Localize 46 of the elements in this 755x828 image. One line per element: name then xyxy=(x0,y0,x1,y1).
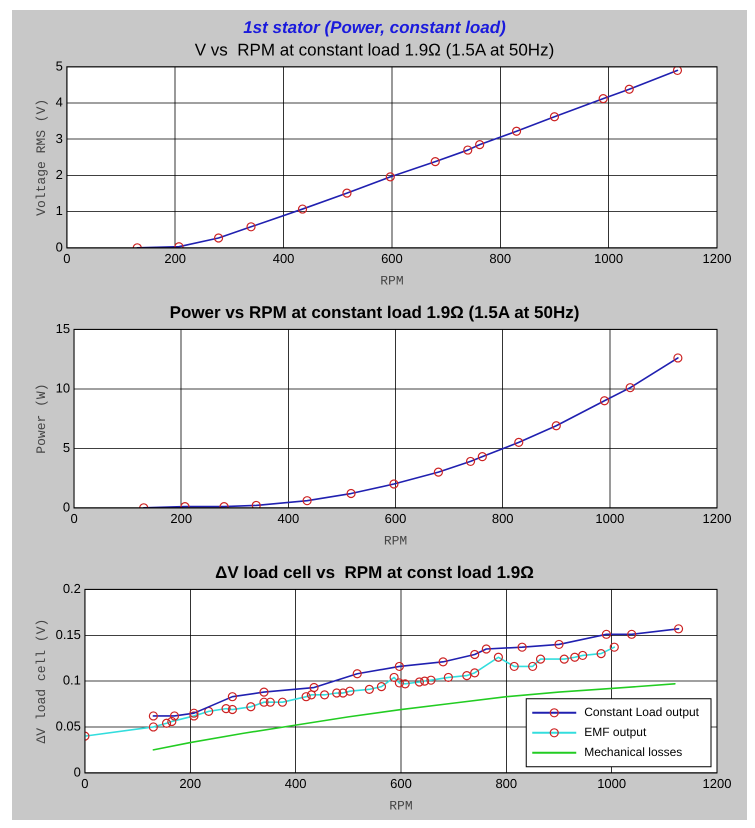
y-tick-label: 0 xyxy=(62,499,70,514)
x-tick-label: 400 xyxy=(272,251,294,266)
y-tick-label: 2 xyxy=(56,166,63,182)
legend-label: Mechanical losses xyxy=(584,745,682,760)
x-axis-title: RPM xyxy=(380,274,404,289)
chart-subtitle: V vs RPM at constant load 1.9Ω (1.5A at 50Hz) xyxy=(194,40,554,60)
x-tick-label: 600 xyxy=(384,511,406,526)
chart-title: Power vs RPM at constant load 1.9Ω (1.5A at 50Hz) xyxy=(170,302,580,322)
x-axis-title: RPM xyxy=(384,534,408,549)
legend-label: Constant Load output xyxy=(584,705,700,720)
y-tick-label: 5 xyxy=(62,440,70,455)
x-tick-label: 400 xyxy=(278,511,300,526)
x-tick-label: 1000 xyxy=(597,776,626,792)
y-tick-label: 0 xyxy=(56,239,63,254)
x-tick-label: 800 xyxy=(495,776,518,792)
y-tick-label: 1 xyxy=(56,203,63,218)
x-tick-label: 1000 xyxy=(594,251,624,266)
x-tick-label: 800 xyxy=(489,251,512,266)
y-tick-label: 0.2 xyxy=(62,580,81,596)
x-tick-label: 1200 xyxy=(702,511,732,526)
y-tick-label: 0.1 xyxy=(62,672,81,688)
legend-label: EMF output xyxy=(584,725,647,740)
x-tick-label: 800 xyxy=(492,511,514,526)
x-tick-label: 600 xyxy=(390,776,412,792)
y-tick-label: 0 xyxy=(74,764,81,780)
y-axis-title: Power (W) xyxy=(34,383,50,454)
y-axis-title: Voltage RMS (V) xyxy=(34,98,50,216)
x-tick-label: 1200 xyxy=(702,251,732,266)
x-tick-label: 1200 xyxy=(702,776,732,792)
y-tick-label: 5 xyxy=(56,58,63,74)
x-tick-label: 400 xyxy=(284,776,306,792)
x-tick-label: 200 xyxy=(164,251,186,266)
x-axis-title: RPM xyxy=(389,798,413,814)
y-tick-label: 0.05 xyxy=(56,718,81,734)
x-tick-label: 600 xyxy=(381,251,403,266)
x-tick-label: 1000 xyxy=(595,511,624,526)
chart-title: ΔV load cell vs RPM at const load 1.9Ω xyxy=(215,562,534,582)
chart-title: 1st stator (Power, constant load) xyxy=(243,18,506,37)
y-tick-label: 15 xyxy=(56,320,70,336)
y-tick-label: 10 xyxy=(56,380,70,396)
y-tick-label: 4 xyxy=(56,94,63,110)
y-tick-label: 3 xyxy=(56,130,63,146)
x-tick-label: 200 xyxy=(170,511,192,526)
x-tick-label: 200 xyxy=(179,776,202,792)
y-axis-title: ΔV load cell (V) xyxy=(34,618,50,744)
y-tick-label: 0.15 xyxy=(56,626,81,642)
